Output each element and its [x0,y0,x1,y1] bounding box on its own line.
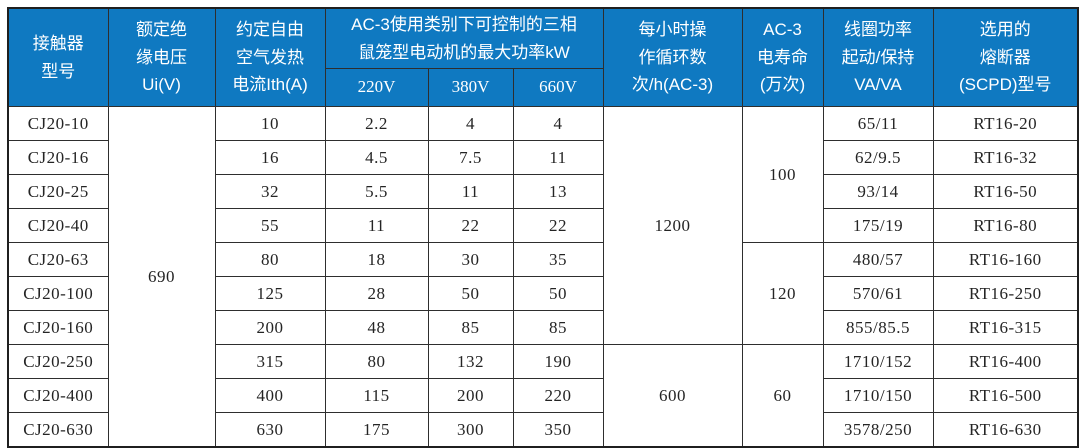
cell-coil-power: 3578/250 [822,412,934,448]
cell-power-660v: 35 [512,242,604,277]
cell-fuse: RT16-160 [932,242,1079,277]
cell-power-380v: 30 [427,242,514,277]
header-fuse-type: 选用的 熔断器 (SCPD)型号 [932,7,1079,107]
cell-fuse: RT16-500 [932,378,1079,413]
table-row-cj20-100: CJ20-100 125 28 50 50 570/61 RT16-250 [7,276,1079,311]
table-row-cj20-10: CJ20-10 690 10 2.2 4 4 1200 100 65/11 RT… [7,106,1079,448]
cell-power-380v: 7.5 [427,140,514,175]
cell-model: CJ20-400 [7,378,109,413]
cell-insulation-voltage-690: 690 [107,106,216,448]
cell-ith: 16 [214,140,326,175]
cell-fuse: RT16-315 [932,310,1079,345]
cell-power-660v: 13 [512,174,604,209]
header-cycles-per-hour: 每小时操 作循环数 次/h(AC-3) [602,7,743,107]
cell-coil-power: 855/85.5 [822,310,934,345]
cell-model: CJ20-63 [7,242,109,277]
cell-power-220v: 2.2 [324,106,429,141]
cell-fuse: RT16-50 [932,174,1079,209]
cell-coil-power: 570/61 [822,276,934,311]
cell-ith: 80 [214,242,326,277]
cell-power-220v: 80 [324,344,429,379]
cell-power-220v: 4.5 [324,140,429,175]
header-660v: 660V [512,68,604,107]
cell-model: CJ20-40 [7,208,109,243]
cell-coil-power: 93/14 [822,174,934,209]
cell-model: CJ20-630 [7,412,109,448]
cell-power-220v: 5.5 [324,174,429,209]
contactor-spec-table: 接触器 型号 额定绝 缘电压 Ui(V) 约定自由 空气发热 电流Ith(A) … [7,7,1079,448]
table-row-cj20-16: CJ20-16 16 4.5 7.5 11 62/9.5 RT16-32 [7,140,1079,175]
cell-fuse: RT16-80 [932,208,1079,243]
cell-fuse: RT16-20 [932,106,1079,141]
header-thermal-current: 约定自由 空气发热 电流Ith(A) [214,7,326,107]
table-row-cj20-250: CJ20-250 315 80 132 190 600 60 1710/152 … [7,344,1079,448]
cell-coil-power: 62/9.5 [822,140,934,175]
cell-power-220v: 175 [324,412,429,448]
cell-ith: 55 [214,208,326,243]
cell-power-660v: 85 [512,310,604,345]
cell-power-380v: 200 [427,378,514,413]
cell-ith: 630 [214,412,326,448]
cell-coil-power: 1710/150 [822,378,934,413]
table-row-cj20-400: CJ20-400 400 115 200 220 1710/150 RT16-5… [7,378,1079,413]
cell-power-380v: 4 [427,106,514,141]
cell-fuse: RT16-32 [932,140,1079,175]
cell-cycles-600: 600 [602,344,743,448]
cell-ith: 400 [214,378,326,413]
cell-coil-power: 1710/152 [822,344,934,379]
cell-power-660v: 190 [512,344,604,379]
table-row-cj20-40: CJ20-40 55 11 22 22 175/19 RT16-80 [7,208,1079,243]
header-electrical-life: AC-3 电寿命 (万次) [741,7,824,107]
cell-ith: 10 [214,106,326,141]
cell-model: CJ20-10 [7,106,109,141]
cell-power-380v: 300 [427,412,514,448]
table-row-cj20-25: CJ20-25 32 5.5 11 13 93/14 RT16-50 [7,174,1079,209]
cell-coil-power: 65/11 [822,106,934,141]
cell-life-120: 120 [741,242,824,345]
cell-life-60: 60 [741,344,824,448]
cell-power-660v: 220 [512,378,604,413]
cell-ith: 125 [214,276,326,311]
cell-model: CJ20-100 [7,276,109,311]
cell-power-660v: 22 [512,208,604,243]
cell-power-660v: 50 [512,276,604,311]
cell-power-660v: 4 [512,106,604,141]
cell-ith: 200 [214,310,326,345]
cell-model: CJ20-160 [7,310,109,345]
cell-power-220v: 28 [324,276,429,311]
cell-power-220v: 115 [324,378,429,413]
cell-power-380v: 85 [427,310,514,345]
header-motor-power-group: AC-3使用类别下可控制的三相 鼠笼型电动机的最大功率kW [324,7,604,69]
cell-power-220v: 18 [324,242,429,277]
header-220v: 220V [324,68,429,107]
cell-ith: 315 [214,344,326,379]
cell-power-220v: 48 [324,310,429,345]
cell-model: CJ20-25 [7,174,109,209]
cell-power-660v: 11 [512,140,604,175]
header-row-top: 接触器 型号 额定绝 缘电压 Ui(V) 约定自由 空气发热 电流Ith(A) … [7,7,1079,107]
cell-power-660v: 350 [512,412,604,448]
cell-power-380v: 132 [427,344,514,379]
header-380v: 380V [427,68,514,107]
header-row-voltages: 220V 380V 660V [8,68,1078,107]
cell-fuse: RT16-400 [932,344,1079,379]
cell-coil-power: 480/57 [822,242,934,277]
header-insulation-voltage: 额定绝 缘电压 Ui(V) [107,7,216,107]
header-model: 接触器 型号 [7,7,109,107]
header-coil-power: 线圈功率 起动/保持 VA/VA [822,7,934,107]
cell-model: CJ20-16 [7,140,109,175]
cell-fuse: RT16-250 [932,276,1079,311]
cell-fuse: RT16-630 [932,412,1079,448]
cell-cycles-1200: 1200 [602,106,743,345]
cell-life-100: 100 [741,106,824,243]
cell-power-380v: 50 [427,276,514,311]
cell-coil-power: 175/19 [822,208,934,243]
cell-ith: 32 [214,174,326,209]
cell-model: CJ20-250 [7,344,109,379]
cell-power-380v: 22 [427,208,514,243]
cell-power-220v: 11 [324,208,429,243]
cell-power-380v: 11 [427,174,514,209]
